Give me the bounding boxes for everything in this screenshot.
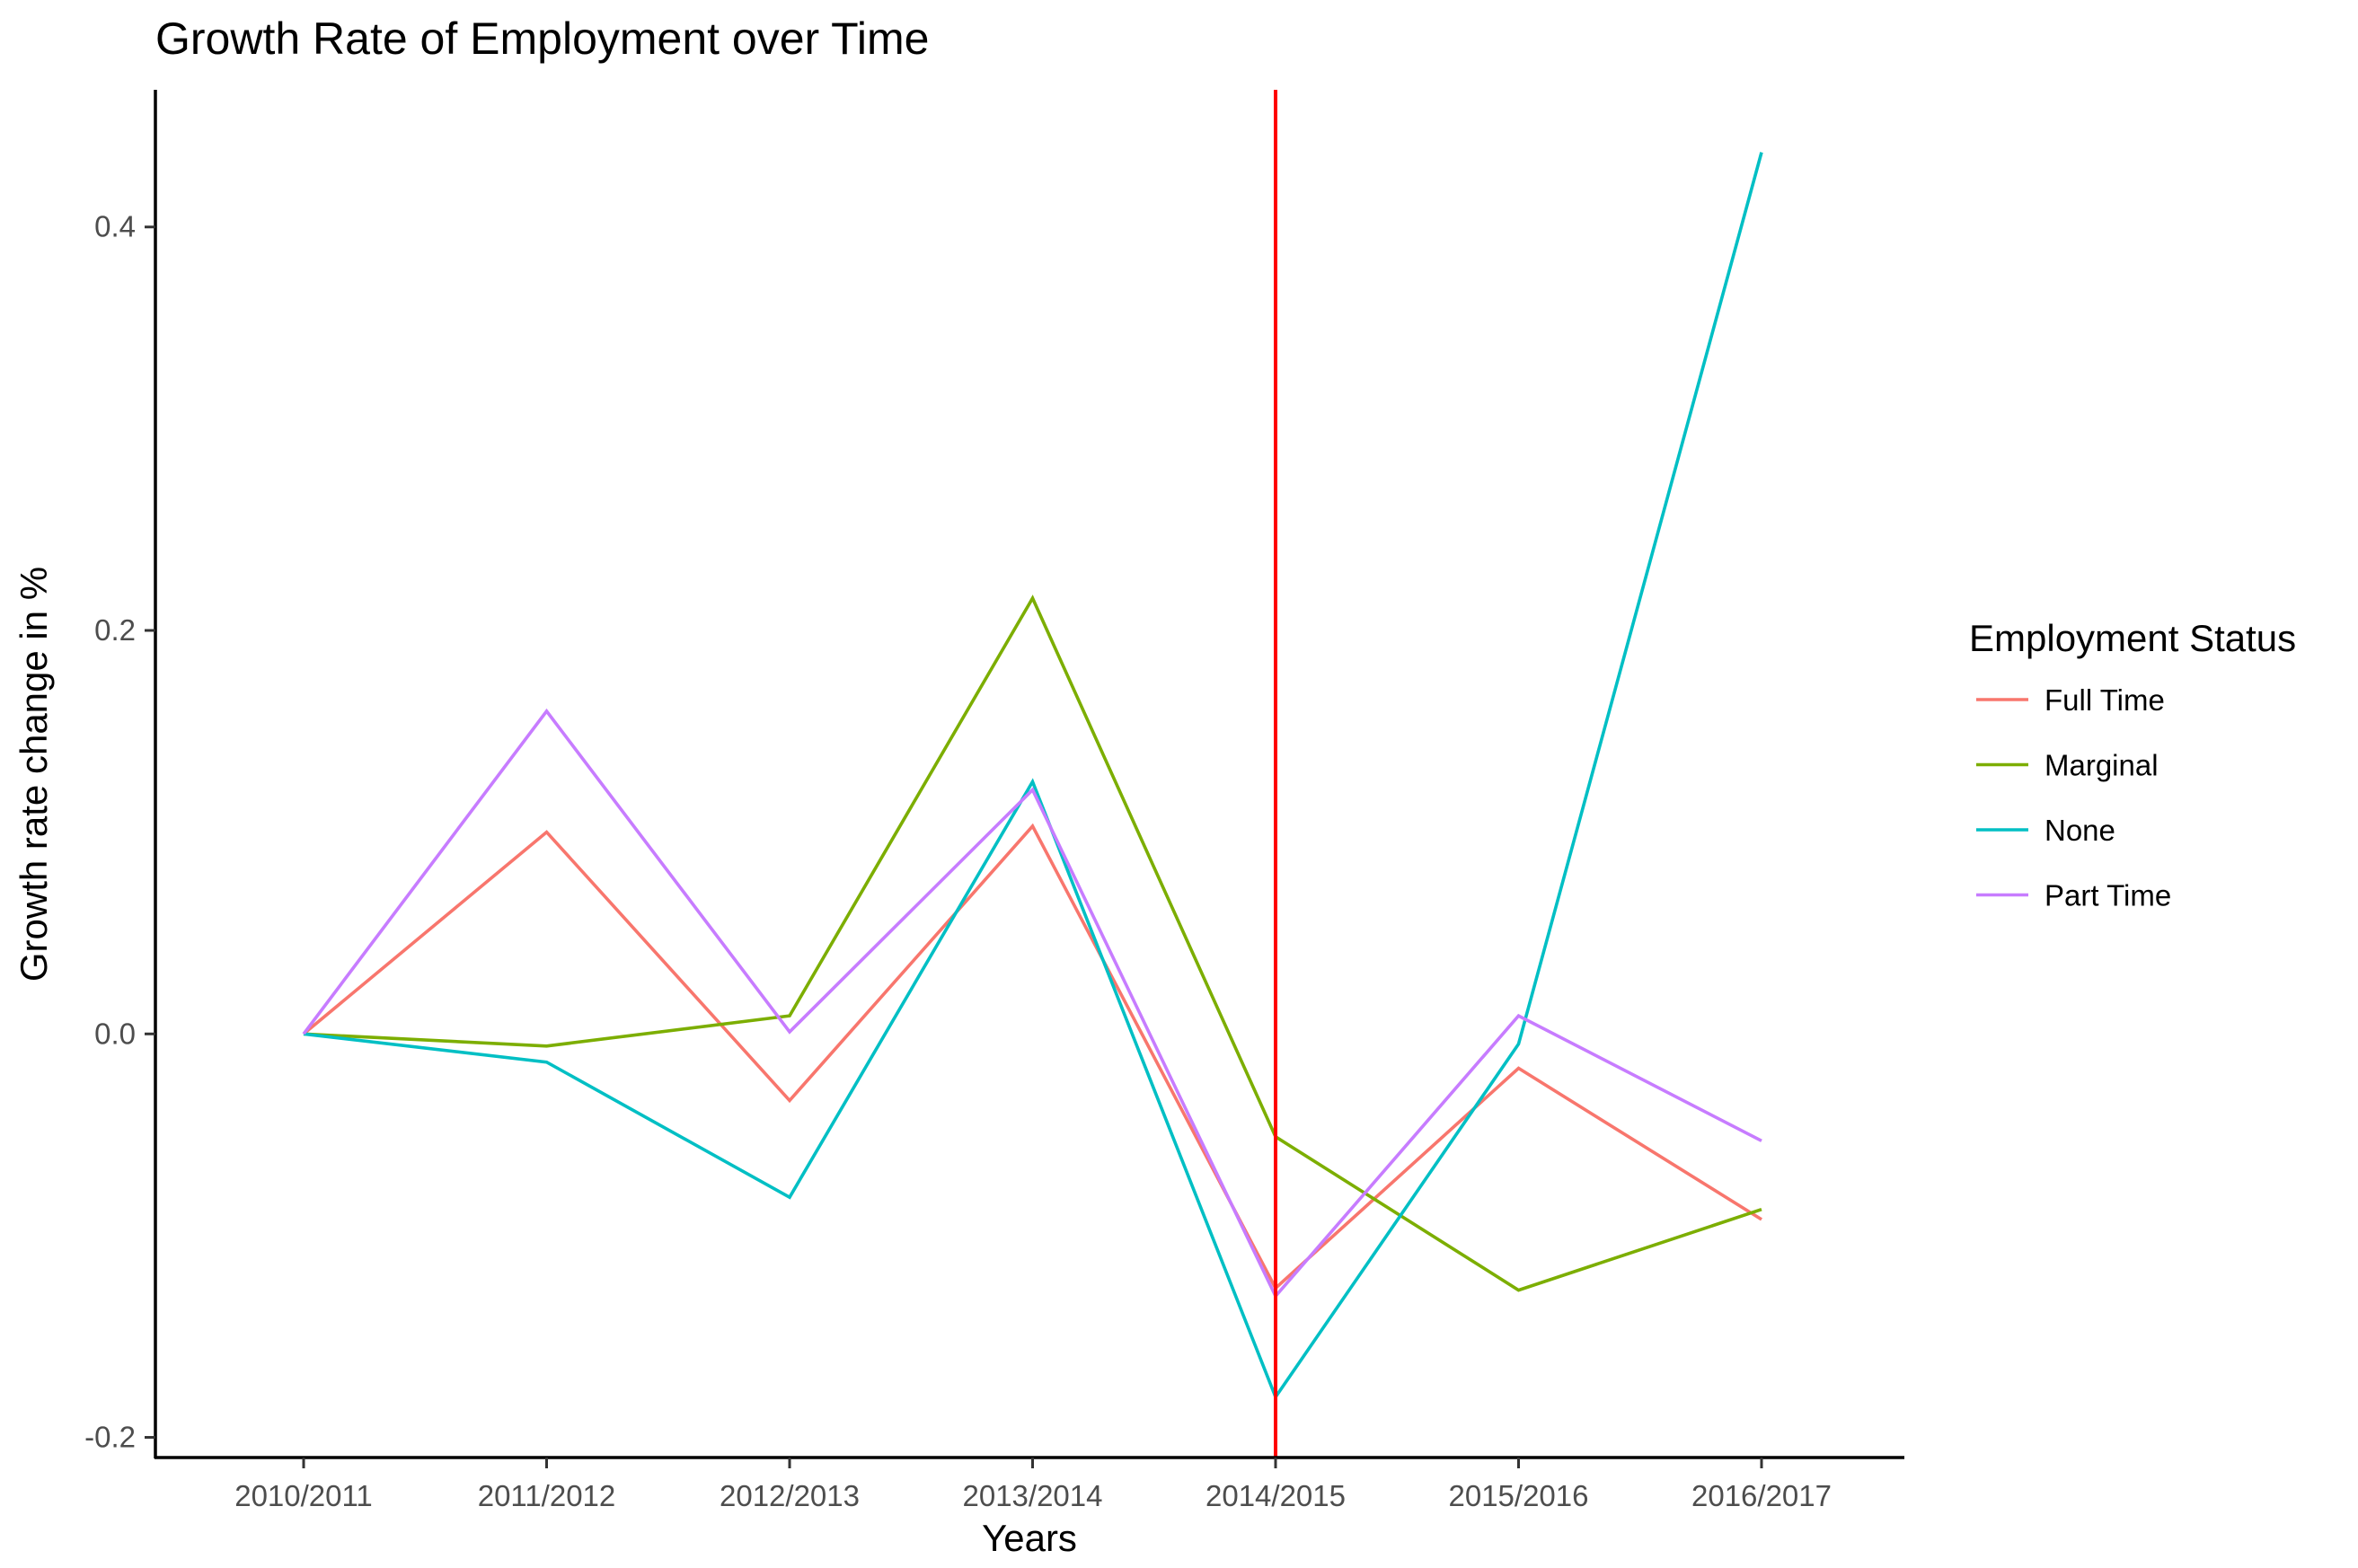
x-axis-ticks: 2010/2011 2011/2012 2012/2013 2013/2014 2014… xyxy=(234,1458,1832,1512)
series-line-marginal xyxy=(303,595,1762,1292)
legend-items: Full Time Marginal None Part Time xyxy=(1976,683,2171,912)
y-tick-label: 0.4 xyxy=(94,210,136,243)
x-tick-label: 2012/2013 xyxy=(720,1479,860,1512)
x-tick-label: 2011/2012 xyxy=(478,1479,616,1512)
y-axis-ticks: -0.2 0.0 0.2 0.4 xyxy=(84,210,155,1454)
x-tick-label: 2013/2014 xyxy=(963,1479,1103,1512)
series-line-full-time xyxy=(302,823,1762,1291)
legend: Employment Status Full Time Marginal None P… xyxy=(1969,617,2296,912)
x-axis-title: Years xyxy=(982,1517,1077,1559)
series-line-none xyxy=(303,152,1763,1401)
legend-label-marginal: Marginal xyxy=(2044,749,2159,782)
x-tick-label: 2010/2011 xyxy=(234,1479,373,1512)
x-tick-label: 2014/2015 xyxy=(1205,1479,1346,1512)
plot-area xyxy=(302,90,1763,1458)
x-tick-label: 2016/2017 xyxy=(1691,1479,1832,1512)
legend-label-full-time: Full Time xyxy=(2044,683,2165,717)
y-tick-label: 0.0 xyxy=(94,1017,136,1050)
legend-label-none: None xyxy=(2044,814,2115,847)
y-axis-title: Growth rate change in % xyxy=(13,567,55,982)
x-tick-label: 2015/2016 xyxy=(1449,1479,1589,1512)
legend-label-part-time: Part Time xyxy=(2044,879,2171,912)
y-tick-label: 0.2 xyxy=(94,613,136,647)
series-line-part-time xyxy=(302,708,1762,1299)
chart-title: Growth Rate of Employment over Time xyxy=(155,13,929,64)
legend-title: Employment Status xyxy=(1969,617,2296,659)
y-tick-label: -0.2 xyxy=(84,1421,136,1454)
